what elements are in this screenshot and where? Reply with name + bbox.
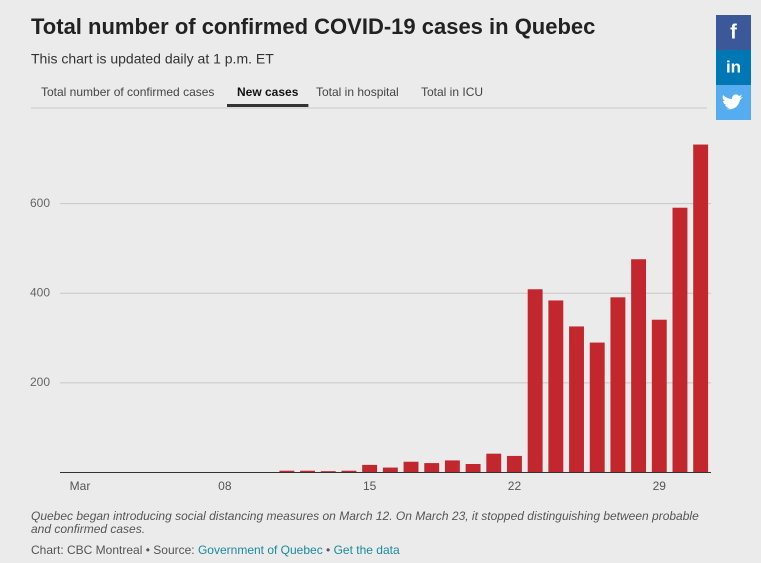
bar <box>610 297 626 473</box>
linkedin-icon: in <box>726 57 741 76</box>
x-tick-label: Mar <box>70 479 91 493</box>
tab-underline <box>227 104 309 107</box>
bar <box>465 463 481 473</box>
bar <box>320 471 336 473</box>
facebook-button[interactable] <box>716 15 751 50</box>
bar <box>424 463 440 473</box>
bar <box>527 289 543 473</box>
y-tick-label: 600 <box>30 196 50 210</box>
source-label: Source: <box>153 543 195 557</box>
y-tick-label: 400 <box>30 285 50 299</box>
y-tick-label: 200 <box>30 375 50 389</box>
bar <box>651 319 667 473</box>
bar <box>362 464 378 473</box>
bar <box>341 470 357 473</box>
bar <box>300 470 316 473</box>
chart-note: Quebec began introducing social distanci… <box>31 509 699 536</box>
bar <box>444 460 460 473</box>
tab[interactable]: Total number of confirmed cases <box>41 85 214 99</box>
bar <box>403 461 419 473</box>
bar <box>382 467 398 473</box>
bar <box>548 300 564 473</box>
credit: Chart: CBC Montreal <box>31 543 143 557</box>
tab[interactable]: Total in ICU <box>421 85 483 99</box>
bar <box>672 207 688 473</box>
bar <box>569 326 584 473</box>
linkedin-button[interactable] <box>716 50 751 85</box>
chart-subtitle: This chart is updated daily at 1 p.m. ET <box>31 51 274 67</box>
bar <box>631 259 647 473</box>
tab[interactable]: Total in hospital <box>316 85 399 99</box>
x-tick-label: 08 <box>218 479 232 493</box>
bar <box>279 470 295 473</box>
twitter-icon <box>722 94 743 110</box>
share-buttons: f in <box>716 15 751 120</box>
x-tick-label: 29 <box>653 479 667 493</box>
chart-title: Total number of confirmed COVID-19 cases… <box>31 14 595 39</box>
bar <box>507 455 522 473</box>
data-link[interactable]: Get the data <box>333 543 400 557</box>
bar <box>693 144 709 473</box>
separator: • <box>326 543 331 557</box>
separator: • <box>145 543 150 557</box>
x-tick-label: 22 <box>508 479 522 493</box>
source-link[interactable]: Government of Quebec <box>197 543 323 557</box>
tab[interactable]: New cases <box>237 85 299 99</box>
bar <box>486 453 502 473</box>
x-tick-label: 15 <box>363 479 377 493</box>
bar <box>589 342 605 473</box>
facebook-icon: f <box>730 21 737 43</box>
chart-source: Chart: CBC Montreal • Source: Government… <box>31 543 400 557</box>
